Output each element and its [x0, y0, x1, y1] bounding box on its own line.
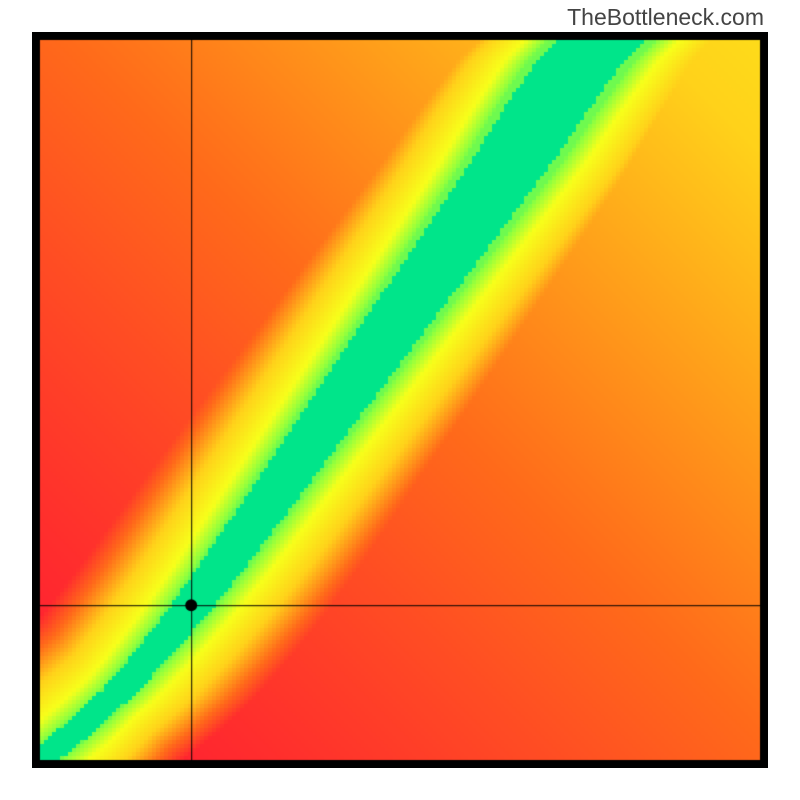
bottleneck-heatmap [32, 32, 768, 768]
watermark-text: TheBottleneck.com [567, 4, 764, 31]
chart-container: TheBottleneck.com [0, 0, 800, 800]
